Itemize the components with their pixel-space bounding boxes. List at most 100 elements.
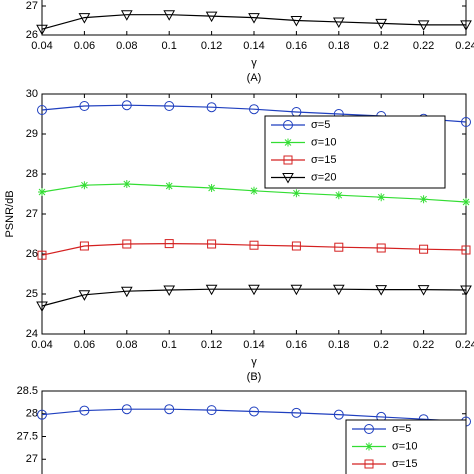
marker <box>120 10 133 21</box>
marker <box>207 239 217 249</box>
legend-box <box>264 115 446 189</box>
x-tick-label: 0.04 <box>31 40 52 52</box>
marker <box>249 240 259 250</box>
marker <box>37 105 47 115</box>
y-tick-label: 30 <box>26 88 38 100</box>
marker <box>165 182 174 190</box>
marker <box>364 459 374 469</box>
x-tick-label: 0.1 <box>162 339 177 351</box>
marker <box>332 17 345 28</box>
x-tick-label: 0.24 <box>455 339 474 351</box>
marker <box>417 285 430 296</box>
marker <box>283 155 293 165</box>
x-tick-label: 0.14 <box>243 40 264 52</box>
marker <box>375 285 388 296</box>
y-tick-label: 26 <box>26 248 38 260</box>
x-tick-label: 0.12 <box>201 40 222 52</box>
y-tick-label: 28 <box>26 168 38 180</box>
marker <box>205 11 218 23</box>
x-tick-label: 0.2 <box>374 339 389 351</box>
marker <box>37 409 47 420</box>
x-axis-label: γ <box>251 356 257 368</box>
legend-label: σ=10 <box>392 440 417 452</box>
marker <box>290 284 303 296</box>
marker <box>333 409 344 420</box>
marker <box>249 104 259 115</box>
marker <box>419 244 429 254</box>
marker <box>249 406 259 417</box>
marker <box>291 407 302 418</box>
x-tick-label: 0.22 <box>413 339 434 351</box>
caption: (A) <box>247 72 262 84</box>
y-tick-label: 24 <box>26 328 38 340</box>
marker <box>207 184 216 192</box>
marker <box>164 404 175 415</box>
y-tick-label: 29 <box>26 128 38 140</box>
marker <box>79 241 89 251</box>
marker <box>205 284 218 296</box>
marker <box>250 186 258 195</box>
marker <box>417 20 430 31</box>
marker <box>248 284 260 296</box>
marker <box>206 102 217 113</box>
legend-label: σ=10 <box>311 136 336 148</box>
marker <box>365 442 373 451</box>
legend-label: σ=15 <box>311 154 336 166</box>
x-tick-label: 0.12 <box>201 339 222 351</box>
y-tick-label: 26 <box>26 29 38 41</box>
marker <box>364 424 374 434</box>
marker <box>206 405 217 416</box>
marker <box>36 301 48 313</box>
marker <box>37 250 47 260</box>
marker <box>163 285 176 297</box>
marker <box>419 195 428 204</box>
marker <box>38 188 46 196</box>
y-tick-label: 27 <box>26 453 38 465</box>
y-tick-label: 25 <box>26 288 38 300</box>
marker <box>122 239 132 249</box>
x-tick-label: 0.22 <box>413 40 434 52</box>
x-tick-label: 0.1 <box>162 40 177 52</box>
series-line <box>41 288 467 307</box>
y-tick-label: 27 <box>26 0 38 12</box>
y-axis-label: PSNR/dB <box>4 190 16 237</box>
x-tick-label: 0.08 <box>116 40 137 52</box>
marker <box>121 404 132 415</box>
marker <box>291 241 301 251</box>
marker <box>375 18 388 30</box>
marker <box>79 405 90 416</box>
marker <box>284 138 292 147</box>
x-axis-label: γ <box>251 57 257 69</box>
marker <box>282 173 294 184</box>
legend-label: σ=15 <box>392 458 417 470</box>
marker <box>164 239 174 249</box>
x-tick-label: 0.18 <box>328 339 349 351</box>
marker <box>376 243 386 253</box>
x-tick-label: 0.06 <box>74 40 95 52</box>
marker <box>462 198 470 206</box>
x-tick-label: 0.16 <box>286 40 307 52</box>
series-line <box>41 408 467 423</box>
marker <box>163 10 176 21</box>
marker <box>461 245 471 255</box>
marker <box>283 120 293 130</box>
x-tick-label: 0.14 <box>243 339 264 351</box>
caption: (B) <box>247 371 262 383</box>
marker <box>290 16 303 27</box>
legend-label: σ=5 <box>392 423 411 435</box>
marker <box>36 24 48 36</box>
series-line <box>41 14 466 30</box>
marker <box>120 286 133 298</box>
x-tick-label: 0.06 <box>74 339 95 351</box>
marker <box>78 290 91 301</box>
marker <box>334 242 344 252</box>
marker <box>461 117 471 127</box>
x-tick-label: 0.2 <box>374 40 389 52</box>
marker <box>377 193 386 202</box>
marker <box>292 189 301 198</box>
marker <box>122 180 131 188</box>
marker <box>248 13 260 24</box>
x-tick-label: 0.16 <box>286 339 307 351</box>
y-tick-label: 28.5 <box>17 385 38 397</box>
x-tick-label: 0.24 <box>455 40 474 52</box>
